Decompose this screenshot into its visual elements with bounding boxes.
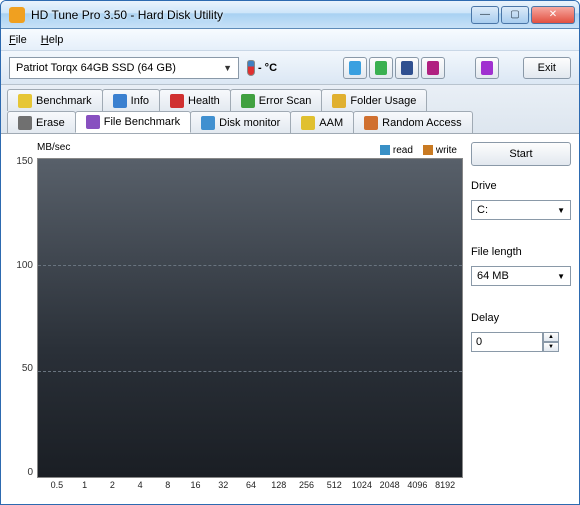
tab-icon <box>301 116 315 130</box>
tab-icon <box>86 115 100 129</box>
stepper-up[interactable]: ▲ <box>543 332 559 342</box>
drive-select[interactable]: Patriot Torqx 64GB SSD (64 GB) ▼ <box>9 57 239 79</box>
tab-icon <box>18 94 32 108</box>
content-area: 150100500 MB/sec read write 0.5124816326… <box>1 134 579 504</box>
start-button[interactable]: Start <box>471 142 571 166</box>
x-axis: 0.512481632641282565121024204840968192 <box>37 478 463 496</box>
tab-random-access[interactable]: Random Access <box>353 111 472 133</box>
delay-stepper[interactable]: ▲ ▼ <box>471 332 571 352</box>
y-axis: 150100500 <box>9 142 37 496</box>
delay-input[interactable] <box>471 332 543 352</box>
toolbar-icon-group <box>343 57 445 79</box>
tool-icon <box>349 61 361 75</box>
window-title: HD Tune Pro 3.50 - Hard Disk Utility <box>31 8 471 22</box>
stepper-down[interactable]: ▼ <box>543 342 559 352</box>
drive-select-value: Patriot Torqx 64GB SSD (64 GB) <box>16 62 176 74</box>
tool-icon <box>427 61 439 75</box>
tab-icon <box>332 94 346 108</box>
menubar: File Help <box>1 29 579 51</box>
app-icon <box>9 7 25 23</box>
toolbar: Patriot Torqx 64GB SSD (64 GB) ▼ - °C Ex… <box>1 51 579 85</box>
delay-label: Delay <box>471 312 571 324</box>
toolbar-icon-button-0[interactable] <box>343 57 367 79</box>
close-button[interactable]: ✕ <box>531 6 575 24</box>
tab-icon <box>364 116 378 130</box>
toolbar-action-button[interactable] <box>475 57 499 79</box>
legend-write: write <box>423 145 457 156</box>
chart-panel: 150100500 MB/sec read write 0.5124816326… <box>9 142 463 496</box>
tab-icon <box>18 116 32 130</box>
toolbar-icon-button-1[interactable] <box>369 57 393 79</box>
menu-file[interactable]: File <box>9 34 27 46</box>
temperature-display: - °C <box>247 60 277 76</box>
tab-health[interactable]: Health <box>159 89 231 111</box>
titlebar[interactable]: HD Tune Pro 3.50 - Hard Disk Utility — ▢… <box>1 1 579 29</box>
toolbar-icon-button-2[interactable] <box>395 57 419 79</box>
filelength-dropdown[interactable]: 64 MB ▼ <box>471 266 571 286</box>
chart-plot <box>37 158 463 478</box>
thermometer-icon <box>247 60 255 76</box>
maximize-button[interactable]: ▢ <box>501 6 529 24</box>
tab-icon <box>201 116 215 130</box>
y-axis-label: MB/sec <box>37 142 70 156</box>
tool-icon <box>375 61 387 75</box>
tab-file-benchmark[interactable]: File Benchmark <box>75 111 191 133</box>
legend-read: read <box>380 145 413 156</box>
menu-help[interactable]: Help <box>41 34 64 46</box>
side-panel: Start Drive C: ▼ File length 64 MB ▼ Del… <box>471 142 571 496</box>
tab-benchmark[interactable]: Benchmark <box>7 89 103 111</box>
tab-error-scan[interactable]: Error Scan <box>230 89 323 111</box>
drive-dropdown[interactable]: C: ▼ <box>471 200 571 220</box>
tab-disk-monitor[interactable]: Disk monitor <box>190 111 291 133</box>
filelength-label: File length <box>471 246 571 258</box>
tab-icon <box>113 94 127 108</box>
minimize-button[interactable]: — <box>471 6 499 24</box>
chevron-down-icon: ▼ <box>557 206 565 215</box>
tab-icon <box>170 94 184 108</box>
tab-folder-usage[interactable]: Folder Usage <box>321 89 427 111</box>
chevron-down-icon: ▼ <box>557 272 565 281</box>
tab-info[interactable]: Info <box>102 89 160 111</box>
download-icon <box>481 61 493 75</box>
chevron-down-icon: ▼ <box>223 63 232 73</box>
drive-label: Drive <box>471 180 571 192</box>
app-window: HD Tune Pro 3.50 - Hard Disk Utility — ▢… <box>0 0 580 505</box>
exit-button[interactable]: Exit <box>523 57 571 79</box>
tab-icon <box>241 94 255 108</box>
tab-erase[interactable]: Erase <box>7 111 76 133</box>
tool-icon <box>401 61 413 75</box>
tab-strip: BenchmarkInfoHealthError ScanFolder Usag… <box>1 85 579 134</box>
toolbar-icon-button-3[interactable] <box>421 57 445 79</box>
tab-aam[interactable]: AAM <box>290 111 354 133</box>
